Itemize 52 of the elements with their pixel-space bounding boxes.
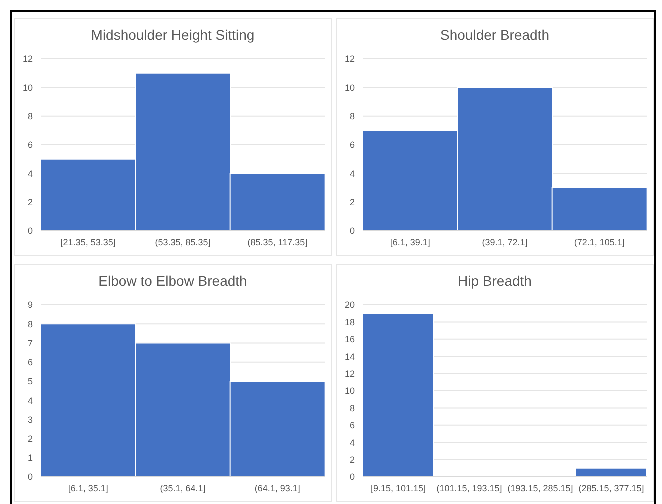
x-tick-label: (35.1, 64.1]	[160, 483, 206, 494]
y-tick-label: 3	[28, 414, 33, 425]
y-tick-label: 7	[28, 338, 33, 348]
x-tick-label: (193.15, 285.15]	[508, 483, 574, 494]
chart-title: Shoulder Breadth	[440, 26, 550, 45]
x-tick-label: (85.35, 117.35]	[248, 237, 308, 248]
y-tick-label: 6	[350, 140, 355, 150]
x-tick-label: (72.1, 105.1]	[574, 237, 625, 248]
y-tick-label: 6	[28, 140, 33, 150]
y-tick-label: 4	[28, 168, 33, 179]
x-tick-label: [21.35, 53.35]	[60, 237, 116, 248]
x-tick-label: (53.35, 85.35]	[155, 237, 211, 248]
x-tick-label: [6.1, 35.1]	[68, 483, 108, 494]
y-tick-label: 6	[28, 358, 33, 368]
y-tick-label: 4	[28, 396, 33, 406]
y-tick-label: 2	[28, 434, 33, 444]
x-tick-label: (285.15, 377.15]	[578, 483, 644, 494]
y-tick-label: 14	[344, 352, 355, 362]
y-tick-label: 10	[344, 386, 355, 396]
y-tick-label: 12	[22, 54, 33, 64]
y-tick-label: 8	[28, 319, 33, 330]
y-tick-label: 1	[28, 453, 33, 464]
y-tick-label: 2	[350, 198, 355, 208]
y-tick-label: 4	[350, 438, 355, 448]
y-tick-label: 0	[28, 472, 33, 482]
chart-title: Elbow to Elbow Breadth	[98, 272, 248, 291]
x-tick-label: (101.15, 193.15]	[436, 483, 502, 494]
y-tick-label: 8	[350, 403, 355, 414]
chart-title: Midshoulder Height Sitting	[90, 26, 256, 45]
y-tick-label: 10	[344, 82, 355, 93]
y-tick-label: 10	[22, 82, 33, 93]
y-tick-label: 12	[344, 368, 355, 379]
y-tick-label: 5	[28, 376, 33, 387]
y-tick-label: 4	[350, 168, 355, 179]
y-tick-label: 8	[350, 112, 355, 122]
y-tick-label: 16	[344, 334, 355, 345]
y-tick-label: 6	[350, 420, 355, 431]
y-tick-label: 8	[28, 112, 33, 122]
y-tick-label: 12	[344, 54, 355, 64]
y-tick-label: 9	[28, 300, 33, 310]
x-tick-label: (39.1, 72.1]	[482, 237, 528, 248]
y-tick-label: 2	[28, 198, 33, 208]
y-tick-label: 0	[28, 226, 33, 236]
y-tick-label: 0	[350, 226, 355, 236]
y-tick-label: 18	[344, 317, 355, 328]
y-tick-label: 20	[344, 300, 355, 310]
x-tick-label: (64.1, 93.1]	[254, 483, 300, 494]
chart-title: Hip Breadth	[457, 272, 533, 291]
x-tick-label: [6.1, 39.1]	[390, 237, 430, 248]
x-tick-label: [9.15, 101.15]	[370, 483, 426, 494]
y-tick-label: 2	[350, 454, 355, 465]
y-tick-label: 0	[350, 472, 355, 482]
